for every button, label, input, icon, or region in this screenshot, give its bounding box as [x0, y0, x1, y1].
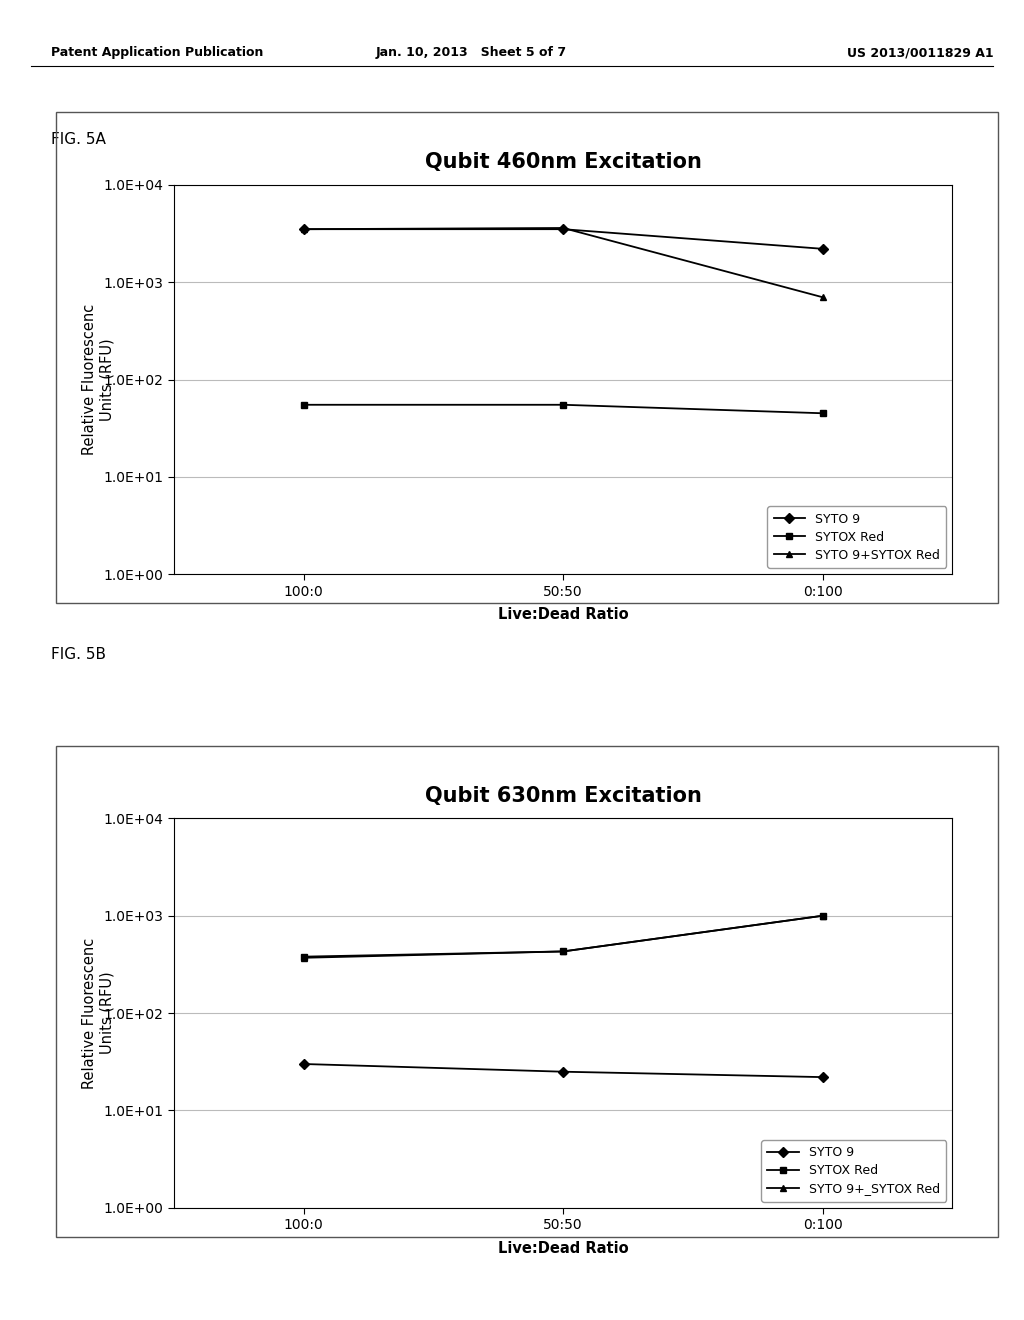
Legend: SYTO 9, SYTOX Red, SYTO 9+_SYTOX Red: SYTO 9, SYTOX Red, SYTO 9+_SYTOX Red: [761, 1140, 946, 1201]
SYTO 9: [298, 222, 310, 238]
Y-axis label: Relative Fluorescenc
Units (RFU): Relative Fluorescenc Units (RFU): [82, 304, 115, 455]
SYTO 9+_SYTOX Red: [816, 908, 828, 924]
SYTO 9: [298, 1056, 310, 1072]
SYTO 9: [557, 222, 569, 238]
SYTO 9+_SYTOX Red: [557, 944, 569, 960]
X-axis label: Live:Dead Ratio: Live:Dead Ratio: [498, 1241, 629, 1255]
Line: SYTO 9+SYTOX Red: SYTO 9+SYTOX Red: [300, 224, 826, 301]
Line: SYTOX Red: SYTOX Red: [300, 912, 826, 960]
SYTO 9+SYTOX Red: [816, 289, 828, 305]
Text: Jan. 10, 2013   Sheet 5 of 7: Jan. 10, 2013 Sheet 5 of 7: [376, 46, 566, 59]
SYTO 9: [816, 1069, 828, 1085]
Line: SYTO 9+_SYTOX Red: SYTO 9+_SYTOX Red: [300, 912, 826, 961]
SYTO 9+_SYTOX Red: [298, 950, 310, 966]
Text: US 2013/0011829 A1: US 2013/0011829 A1: [847, 46, 993, 59]
SYTO 9+SYTOX Red: [298, 222, 310, 238]
Line: SYTOX Red: SYTOX Red: [300, 401, 826, 417]
Text: FIG. 5B: FIG. 5B: [51, 647, 106, 661]
X-axis label: Live:Dead Ratio: Live:Dead Ratio: [498, 607, 629, 622]
SYTO 9+SYTOX Red: [557, 220, 569, 236]
SYTOX Red: [816, 405, 828, 421]
SYTOX Red: [298, 949, 310, 965]
SYTOX Red: [557, 944, 569, 960]
Y-axis label: Relative Fluorescenc
Units (RFU): Relative Fluorescenc Units (RFU): [82, 937, 115, 1089]
SYTOX Red: [816, 908, 828, 924]
SYTOX Red: [298, 397, 310, 413]
Text: FIG. 5A: FIG. 5A: [51, 132, 106, 147]
SYTOX Red: [557, 397, 569, 413]
Text: Patent Application Publication: Patent Application Publication: [51, 46, 263, 59]
Legend: SYTO 9, SYTOX Red, SYTO 9+SYTOX Red: SYTO 9, SYTOX Red, SYTO 9+SYTOX Red: [767, 507, 946, 568]
SYTO 9: [557, 1064, 569, 1080]
Title: Qubit 630nm Excitation: Qubit 630nm Excitation: [425, 785, 701, 805]
Title: Qubit 460nm Excitation: Qubit 460nm Excitation: [425, 152, 701, 172]
Line: SYTO 9: SYTO 9: [300, 1060, 826, 1081]
SYTO 9: [816, 240, 828, 256]
Line: SYTO 9: SYTO 9: [300, 226, 826, 252]
